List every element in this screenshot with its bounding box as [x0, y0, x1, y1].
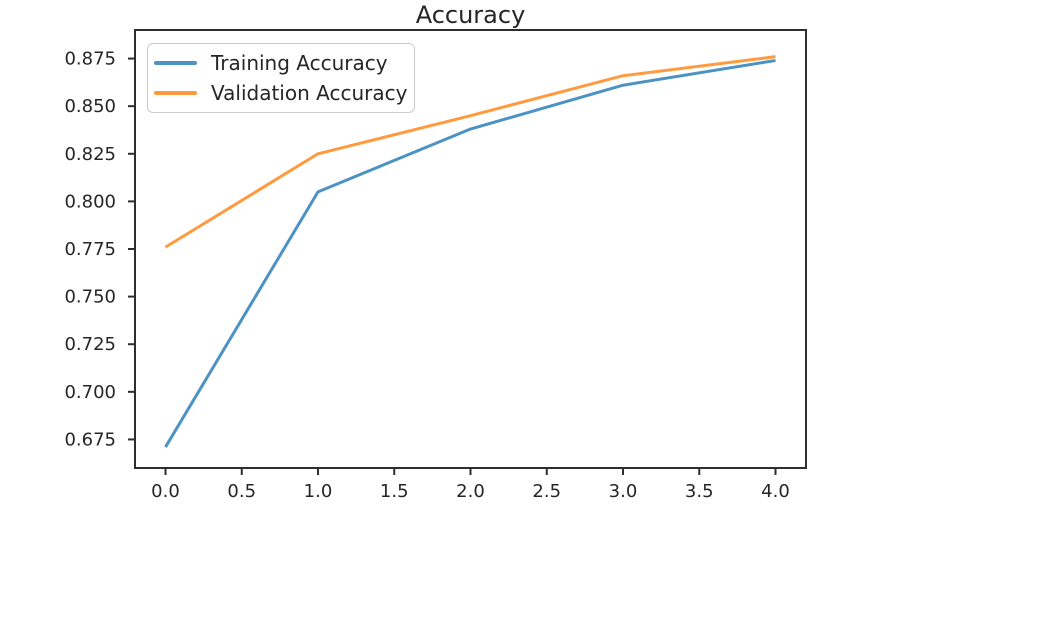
x-tick-label: 4.0 [761, 481, 790, 502]
legend: Training Accuracy Validation Accuracy [147, 43, 415, 113]
x-tick-label: 2.5 [532, 481, 561, 502]
legend-line-sample-training [154, 61, 197, 65]
legend-item-validation-accuracy: Validation Accuracy [154, 78, 408, 108]
y-tick-label: 0.675 [64, 429, 116, 450]
y-tick-label: 0.825 [64, 144, 116, 165]
y-tick-label: 0.800 [64, 191, 116, 212]
x-tick-label: 1.5 [380, 481, 409, 502]
x-tick-label: 0.5 [227, 481, 256, 502]
y-tick-label: 0.775 [64, 239, 116, 260]
training-accuracy-line [164, 58, 776, 448]
x-tick-label: 3.0 [609, 481, 638, 502]
validation-accuracy-line [164, 55, 776, 249]
y-tick-label: 0.700 [64, 382, 116, 403]
x-tick-label: 3.5 [685, 481, 714, 502]
y-tick-label: 0.850 [64, 96, 116, 117]
legend-item-training-accuracy: Training Accuracy [154, 48, 406, 78]
y-tick-label: 0.875 [64, 49, 116, 70]
chart-title: Accuracy [415, 1, 526, 29]
y-tick-label: 0.750 [64, 287, 116, 308]
x-tick-label: 1.0 [304, 481, 333, 502]
legend-label-training: Training Accuracy [211, 51, 388, 75]
x-tick-label: 0.0 [151, 481, 180, 502]
legend-label-validation: Validation Accuracy [211, 81, 408, 105]
y-tick-label: 0.725 [64, 334, 116, 355]
legend-line-sample-validation [154, 91, 197, 95]
x-tick-label: 2.0 [456, 481, 485, 502]
